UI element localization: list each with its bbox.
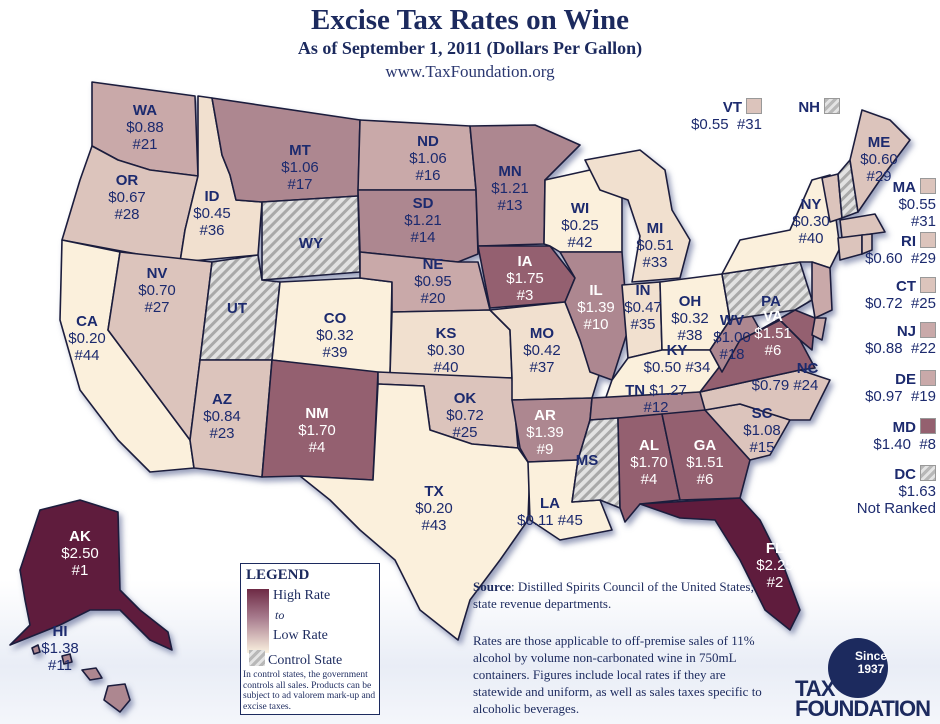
state-MD bbox=[759, 309, 816, 351]
state-HI-4 bbox=[103, 683, 131, 713]
label-or: OR $0.67 #28 bbox=[108, 172, 146, 223]
legend-low: Low Rate bbox=[273, 628, 328, 643]
label-nv: NV $0.70 #27 bbox=[138, 265, 176, 316]
legend-box: LEGEND High Rate to Low Rate Control Sta… bbox=[240, 563, 380, 715]
label-ut: UT bbox=[227, 300, 247, 317]
source-note: Source: Distilled Spirits Council of the… bbox=[473, 579, 755, 611]
source-url: www.TaxFoundation.org bbox=[385, 62, 555, 81]
label-ky: KY $0.50 #34 bbox=[643, 342, 711, 376]
label-id: ID $0.45 #36 bbox=[193, 188, 231, 239]
label-mi: MI $0.51 #33 bbox=[636, 220, 674, 271]
label-nc: NC $0.79 #24 bbox=[751, 360, 819, 394]
label-la: LA $0.11 #45 bbox=[517, 495, 583, 529]
swatch-ct bbox=[920, 277, 936, 293]
logo-line2: FOUNDATION bbox=[795, 696, 931, 721]
state-NJ bbox=[811, 261, 833, 319]
label-ne: NE $0.95 #20 bbox=[414, 256, 452, 307]
swatch-de bbox=[920, 370, 936, 386]
label-va: VA $1.51 #6 bbox=[754, 308, 792, 359]
callout-md: MD $1.40 #8 bbox=[873, 418, 936, 453]
label-ar: AR $1.39 #9 bbox=[526, 407, 564, 458]
label-wa: WA $0.88 #21 bbox=[126, 102, 164, 153]
label-ms: MS bbox=[575, 452, 599, 469]
map-title: Excise Tax Rates on Wine bbox=[311, 4, 629, 36]
label-al: AL $1.70 #4 bbox=[630, 437, 668, 488]
swatch-ma bbox=[920, 178, 936, 194]
logo-since: Since 1937 bbox=[855, 649, 888, 676]
label-ia: IA $1.75 #3 bbox=[506, 253, 544, 304]
state-FL bbox=[639, 497, 801, 631]
callout-nj: NJ $0.88 #22 bbox=[865, 322, 936, 357]
capitol-dome-icon bbox=[828, 638, 888, 698]
state-SD bbox=[357, 189, 479, 263]
state-MA bbox=[839, 213, 886, 239]
swatch-nh bbox=[824, 98, 840, 114]
logo-line1: TAX bbox=[795, 676, 835, 701]
control-state-swatch-icon bbox=[249, 650, 265, 666]
callout-ri: RI $0.60 #29 bbox=[865, 232, 936, 267]
callout-ma: MA $0.55 #31 bbox=[892, 178, 936, 230]
state-IL bbox=[559, 251, 629, 381]
state-NC bbox=[699, 369, 831, 421]
label-mt: MT $1.06 #17 bbox=[281, 142, 319, 193]
label-sd: SD $1.21 #14 bbox=[404, 195, 442, 246]
tax-foundation-logo: Since 1937 TAX FOUNDATION bbox=[795, 630, 940, 720]
label-co: CO $0.32 #39 bbox=[316, 310, 354, 361]
callout-ct: CT $0.72 #25 bbox=[865, 277, 936, 312]
swatch-md bbox=[920, 418, 936, 434]
label-ok: OK $0.72 #25 bbox=[446, 390, 484, 441]
label-pa: PA bbox=[761, 293, 781, 310]
label-tx: TX $0.20 #43 bbox=[415, 483, 453, 534]
swatch-dc bbox=[920, 465, 936, 481]
state-AK bbox=[9, 499, 173, 651]
state-GA bbox=[661, 409, 751, 501]
label-ca: CA $0.20 #44 bbox=[68, 313, 106, 364]
label-ga: GA $1.51 #6 bbox=[686, 437, 724, 488]
label-ny: NY $0.30 #40 bbox=[792, 196, 830, 247]
label-il: IL $1.39 #10 bbox=[577, 282, 615, 333]
swatch-nj bbox=[920, 322, 936, 338]
label-in: IN $0.47 #35 bbox=[624, 282, 662, 333]
state-MI bbox=[584, 149, 691, 283]
label-nm: NM $1.70 #4 bbox=[298, 405, 336, 456]
label-ks: KS $0.30 #40 bbox=[427, 325, 465, 376]
label-sc: SC $1.08 #15 bbox=[743, 405, 781, 456]
label-mn: MN $1.21 #13 bbox=[491, 163, 529, 214]
state-ME bbox=[849, 109, 911, 213]
label-tn: TN $1.27 #12 bbox=[625, 382, 687, 416]
legend-note: In control states, the government contro… bbox=[243, 670, 376, 712]
label-wy: WY bbox=[298, 235, 324, 252]
callout-dc: DC $1.63 Not Ranked bbox=[856, 465, 936, 517]
state-DE bbox=[811, 317, 827, 341]
label-wi: WI $0.25 #42 bbox=[561, 200, 599, 251]
legend-high: High Rate bbox=[273, 588, 331, 603]
state-HI-3 bbox=[81, 667, 103, 681]
label-fl: FL $2.25 #2 bbox=[756, 540, 794, 591]
state-RI bbox=[861, 233, 873, 255]
label-az: AZ $0.84 #23 bbox=[203, 391, 241, 442]
label-me: ME $0.60 #29 bbox=[860, 134, 898, 185]
label-nd: ND $1.06 #16 bbox=[409, 133, 447, 184]
label-mo: MO $0.42 #37 bbox=[523, 325, 561, 376]
legend-control: Control State bbox=[249, 650, 342, 669]
state-HI-2 bbox=[61, 653, 73, 665]
swatch-ri bbox=[920, 232, 936, 248]
legend-title: LEGEND bbox=[246, 567, 310, 583]
label-wv: WV $1.00 #18 bbox=[713, 312, 751, 363]
state-HI-1 bbox=[31, 644, 41, 655]
callout-vt: VT $0.55 #31 bbox=[691, 98, 762, 133]
label-oh: OH $0.32 #38 bbox=[671, 293, 709, 344]
label-hi: HI $1.38 #11 bbox=[41, 623, 79, 674]
map-subtitle: As of September 1, 2011 (Dollars Per Gal… bbox=[297, 38, 643, 58]
callout-nh: NH bbox=[790, 98, 840, 116]
label-ak: AK $2.50 #1 bbox=[61, 528, 99, 579]
legend-gradient bbox=[247, 589, 269, 653]
state-TX bbox=[299, 383, 531, 641]
callout-de: DE $0.97 #19 bbox=[865, 370, 936, 405]
legend-to: to bbox=[275, 608, 285, 622]
swatch-vt bbox=[746, 98, 762, 114]
rates-note: Rates are those applicable to off-premis… bbox=[473, 633, 762, 716]
